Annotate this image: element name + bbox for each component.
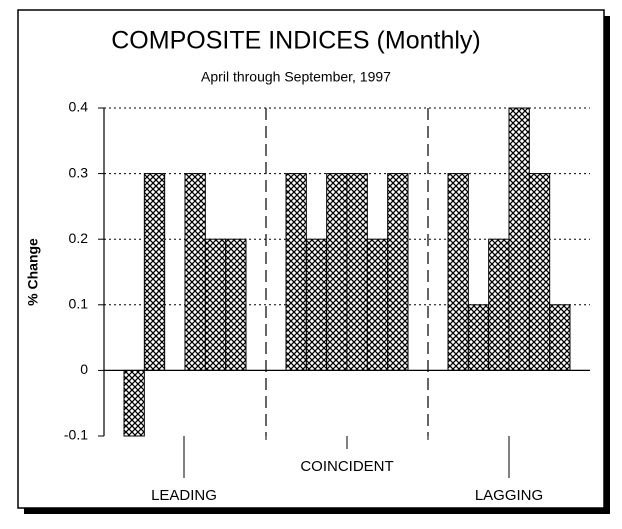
y-tick-label: 0.3 [69,164,89,180]
bar [508,107,530,371]
bar [549,304,571,371]
bar [488,238,510,371]
y-tick-label: 0.4 [69,99,89,115]
bar [204,238,227,371]
bar [326,173,348,371]
bar [467,304,490,371]
bar [528,173,551,371]
chart-title: COMPOSITE INDICES (Monthly) [111,27,481,55]
y-axis-label: % Change [25,238,41,306]
bar [285,173,307,371]
bar [387,173,409,371]
y-tick-label: 0 [80,361,88,377]
bar [123,369,145,437]
bar [184,173,206,371]
bar [346,173,368,371]
bar [447,173,469,371]
chart-subtitle: April through September, 1997 [201,69,391,85]
y-tick-label: 0.1 [69,296,89,312]
bar [225,238,247,371]
x-group-label: COINCIDENT [300,458,393,475]
bar [143,173,166,371]
bar [366,238,389,371]
bar [305,238,328,371]
x-group-label: LEADING [151,487,217,504]
y-tick-label: -0.1 [64,427,88,443]
y-tick-label: 0.2 [69,230,89,246]
x-group-label: LAGGING [475,487,543,504]
